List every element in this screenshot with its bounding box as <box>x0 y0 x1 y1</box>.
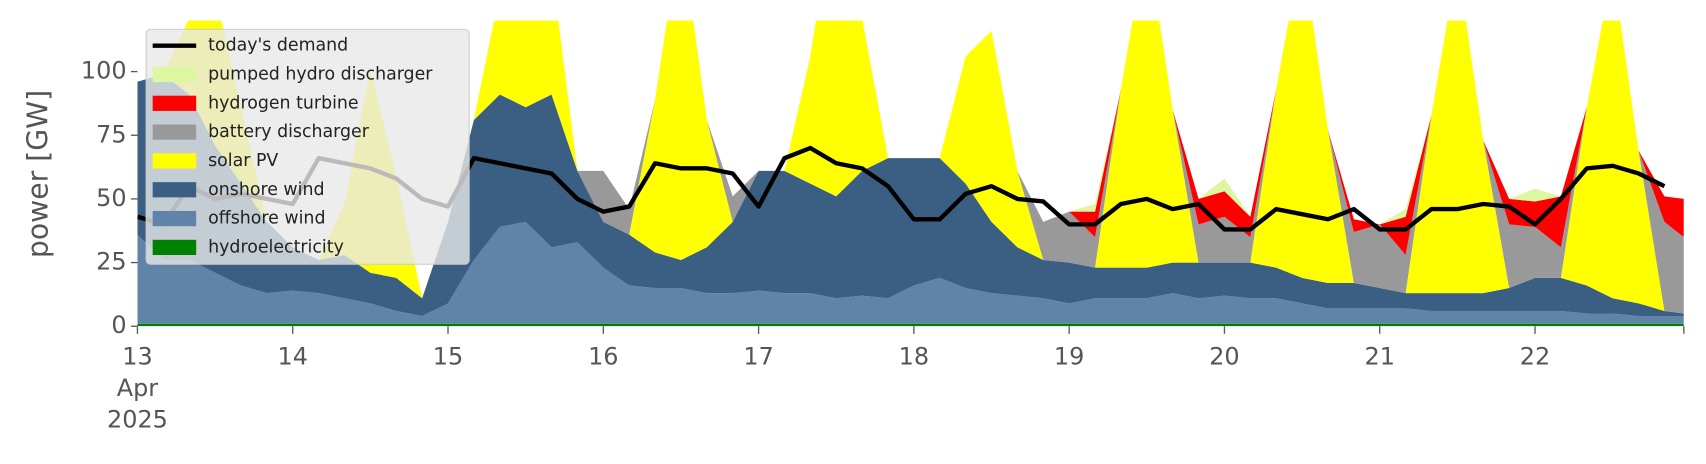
y-tick-label: 25 <box>96 248 126 276</box>
y-tick-label: 50 <box>96 184 126 212</box>
legend-label: onshore wind <box>208 180 324 200</box>
x-tick-label: 17 <box>743 343 774 371</box>
legend-label: battery discharger <box>208 122 370 142</box>
x-tick-label: 21 <box>1364 343 1395 371</box>
area <box>137 74 1684 317</box>
x-tick-label-box: 21 <box>1364 343 1395 371</box>
x-tick-label-box: 19 <box>1053 343 1085 371</box>
x-tick-label: 19 <box>1053 343 1085 371</box>
legend-swatch <box>152 182 197 198</box>
legend-swatch <box>152 153 197 169</box>
x-tick-label: 18 <box>898 343 930 371</box>
legend-label: offshore wind <box>208 209 325 229</box>
area <box>137 221 1684 324</box>
legend-label: today's demand <box>208 36 348 56</box>
y-tick-label: 100 <box>81 57 127 85</box>
legend-label: hydroelectricity <box>208 237 344 257</box>
legend-swatch <box>152 210 197 227</box>
legend-swatch <box>152 239 197 256</box>
legend-label: pumped hydro discharger <box>208 64 433 84</box>
legend-swatch <box>152 124 197 140</box>
x-tick-label-box: 16 <box>588 343 619 371</box>
x-tick-label-box: 17 <box>743 343 774 371</box>
legend-swatch <box>152 66 197 83</box>
x-tick-label: 20 <box>1209 343 1240 371</box>
legend-label: solar PV <box>208 151 278 171</box>
x-tick-label-box: 14 <box>277 343 308 371</box>
x-tick-label-box: 13 Apr 2025 <box>106 343 168 434</box>
y-tick-label: 75 <box>96 120 126 148</box>
legend-label: hydrogen turbine <box>208 93 359 113</box>
x-tick-label-box: 18 <box>898 343 930 371</box>
area <box>137 323 1684 327</box>
y-axis-label: power [GW] <box>22 90 55 258</box>
y-tick-label: 0 <box>111 311 126 339</box>
x-tick-label: 16 <box>588 343 619 371</box>
x-tick-label: 13 Apr 2025 <box>106 343 168 434</box>
area <box>137 20 1684 314</box>
legend-swatch <box>152 95 197 111</box>
x-tick-label-box: 22 <box>1519 343 1551 371</box>
x-tick-label-box: 20 <box>1209 343 1240 371</box>
x-tick-label: 14 <box>277 343 308 371</box>
x-tick-label: 15 <box>432 343 464 371</box>
x-tick-label: 22 <box>1519 343 1551 371</box>
x-tick-label-box: 15 <box>432 343 464 371</box>
legend-box <box>145 28 470 265</box>
